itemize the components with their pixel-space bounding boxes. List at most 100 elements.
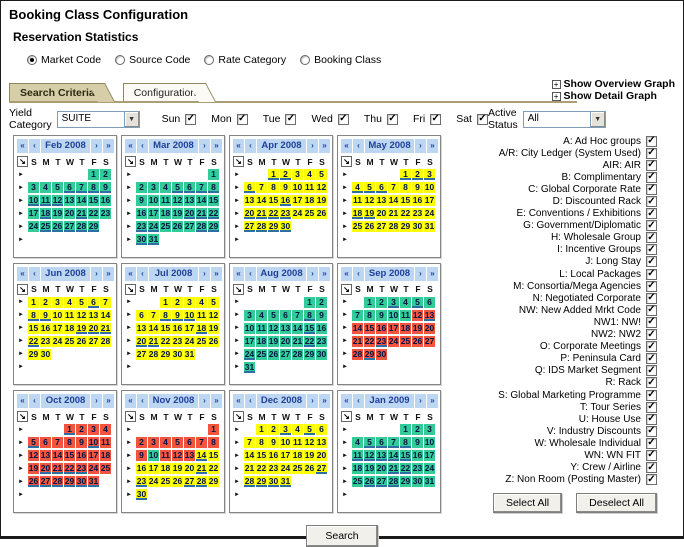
select-week-icon[interactable]: ►: [234, 210, 240, 217]
day-cell[interactable]: 21: [256, 208, 267, 219]
day-cell[interactable]: 23: [76, 463, 87, 475]
market-code-checkbox[interactable]: ✓: [646, 425, 657, 437]
prev-month-icon[interactable]: ‹: [245, 139, 256, 153]
day-cell[interactable]: 14: [292, 322, 303, 334]
day-cell[interactable]: 3: [292, 169, 303, 180]
day-cell[interactable]: 15: [88, 195, 99, 206]
day-cell[interactable]: 14: [100, 309, 111, 321]
day-cell[interactable]: 30: [136, 234, 147, 245]
market-code-checkbox[interactable]: ✓: [646, 147, 657, 159]
day-cell[interactable]: 10: [148, 195, 159, 206]
day-cell[interactable]: 23: [412, 463, 423, 475]
day-cell[interactable]: 6: [244, 182, 255, 193]
day-cell[interactable]: 21: [388, 208, 399, 219]
day-cell[interactable]: 25: [256, 348, 267, 360]
day-cell[interactable]: 28: [256, 221, 267, 232]
day-cell[interactable]: 29: [88, 221, 99, 232]
select-week-icon[interactable]: ►: [342, 351, 348, 358]
day-cell[interactable]: 22: [400, 463, 411, 475]
market-code-checkbox[interactable]: ✓: [646, 389, 657, 401]
day-cell[interactable]: 13: [424, 309, 435, 321]
day-cell[interactable]: 26: [268, 348, 279, 360]
day-cell[interactable]: 11: [256, 322, 267, 334]
day-cell[interactable]: 8: [400, 437, 411, 449]
day-cell[interactable]: 25: [400, 335, 411, 347]
day-cell[interactable]: 21: [352, 335, 363, 347]
select-week-icon[interactable]: ►: [18, 184, 24, 191]
prev-month-icon[interactable]: ‹: [29, 266, 40, 281]
day-cell[interactable]: 23: [136, 476, 147, 488]
day-cell[interactable]: 27: [424, 335, 435, 347]
next-month-icon[interactable]: ›: [199, 139, 210, 153]
day-cell[interactable]: 28: [388, 476, 399, 488]
day-cell[interactable]: 6: [316, 424, 327, 436]
prev-month-icon[interactable]: ‹: [245, 266, 256, 281]
day-cell[interactable]: 27: [88, 335, 99, 347]
select-week-icon[interactable]: ►: [342, 426, 348, 433]
day-cell[interactable]: 24: [292, 208, 303, 219]
day-cell[interactable]: 29: [304, 348, 315, 360]
day-cell[interactable]: 28: [388, 221, 399, 232]
day-cell[interactable]: 10: [148, 450, 159, 462]
day-cell[interactable]: 14: [244, 450, 255, 462]
day-cell[interactable]: 16: [136, 463, 147, 475]
next-year-icon[interactable]: »: [427, 139, 438, 153]
day-cell[interactable]: 4: [40, 182, 51, 193]
prev-year-icon[interactable]: «: [341, 394, 352, 409]
day-cell[interactable]: 20: [88, 322, 99, 334]
day-cell[interactable]: 23: [100, 208, 111, 219]
day-cell[interactable]: 10: [52, 309, 63, 321]
day-cell[interactable]: 12: [172, 450, 183, 462]
day-cell[interactable]: 19: [28, 463, 39, 475]
day-cell[interactable]: 16: [136, 208, 147, 219]
day-cell[interactable]: 8: [364, 309, 375, 321]
day-cell[interactable]: 19: [52, 208, 63, 219]
day-cell[interactable]: 12: [364, 195, 375, 206]
day-cell[interactable]: 26: [172, 476, 183, 488]
day-cell[interactable]: 4: [400, 296, 411, 308]
day-cell[interactable]: 20: [376, 208, 387, 219]
select-week-icon[interactable]: ►: [342, 338, 348, 345]
day-cell[interactable]: 14: [388, 450, 399, 462]
day-cell[interactable]: 13: [184, 450, 195, 462]
select-week-icon[interactable]: ►: [342, 312, 348, 319]
market-code-checkbox[interactable]: ✓: [646, 195, 657, 208]
day-cell[interactable]: 5: [364, 182, 375, 193]
day-cell[interactable]: 10: [280, 437, 291, 449]
weekday-checkbox[interactable]: ✓: [386, 113, 398, 125]
day-cell[interactable]: 5: [208, 296, 219, 308]
next-year-icon[interactable]: »: [319, 266, 330, 281]
day-cell[interactable]: 1: [364, 296, 375, 308]
day-cell[interactable]: 19: [304, 450, 315, 462]
day-cell[interactable]: 12: [208, 309, 219, 321]
weekday-checkbox[interactable]: ✓: [185, 113, 197, 125]
day-cell[interactable]: 17: [424, 450, 435, 462]
radio-rate-category[interactable]: Rate Category: [204, 54, 286, 66]
day-cell[interactable]: 31: [184, 348, 195, 360]
prev-month-icon[interactable]: ‹: [29, 139, 40, 153]
day-cell[interactable]: 28: [196, 221, 207, 232]
day-cell[interactable]: 28: [76, 221, 87, 232]
select-week-icon[interactable]: ►: [342, 236, 348, 243]
dropdown-arrow-icon[interactable]: ▼: [589, 111, 605, 127]
market-code-checkbox[interactable]: ✓: [646, 243, 657, 256]
day-cell[interactable]: 19: [268, 335, 279, 347]
select-week-icon[interactable]: ►: [234, 439, 240, 446]
day-cell[interactable]: 25: [160, 476, 171, 488]
select-week-icon[interactable]: ►: [18, 197, 24, 204]
day-cell[interactable]: 15: [268, 195, 279, 206]
day-cell[interactable]: 29: [208, 221, 219, 232]
day-cell[interactable]: 5: [412, 296, 423, 308]
prev-month-icon[interactable]: ‹: [137, 394, 148, 409]
day-cell[interactable]: 24: [148, 221, 159, 232]
select-all-days-icon[interactable]: ↘: [125, 156, 136, 167]
day-cell[interactable]: 29: [400, 221, 411, 232]
day-cell[interactable]: 22: [268, 208, 279, 219]
day-cell[interactable]: 29: [364, 348, 375, 360]
search-button[interactable]: Search: [306, 524, 378, 547]
day-cell[interactable]: 6: [184, 182, 195, 193]
day-cell[interactable]: 5: [76, 296, 87, 308]
day-cell[interactable]: 13: [88, 309, 99, 321]
day-cell[interactable]: 8: [160, 309, 171, 321]
prev-year-icon[interactable]: «: [233, 139, 244, 153]
